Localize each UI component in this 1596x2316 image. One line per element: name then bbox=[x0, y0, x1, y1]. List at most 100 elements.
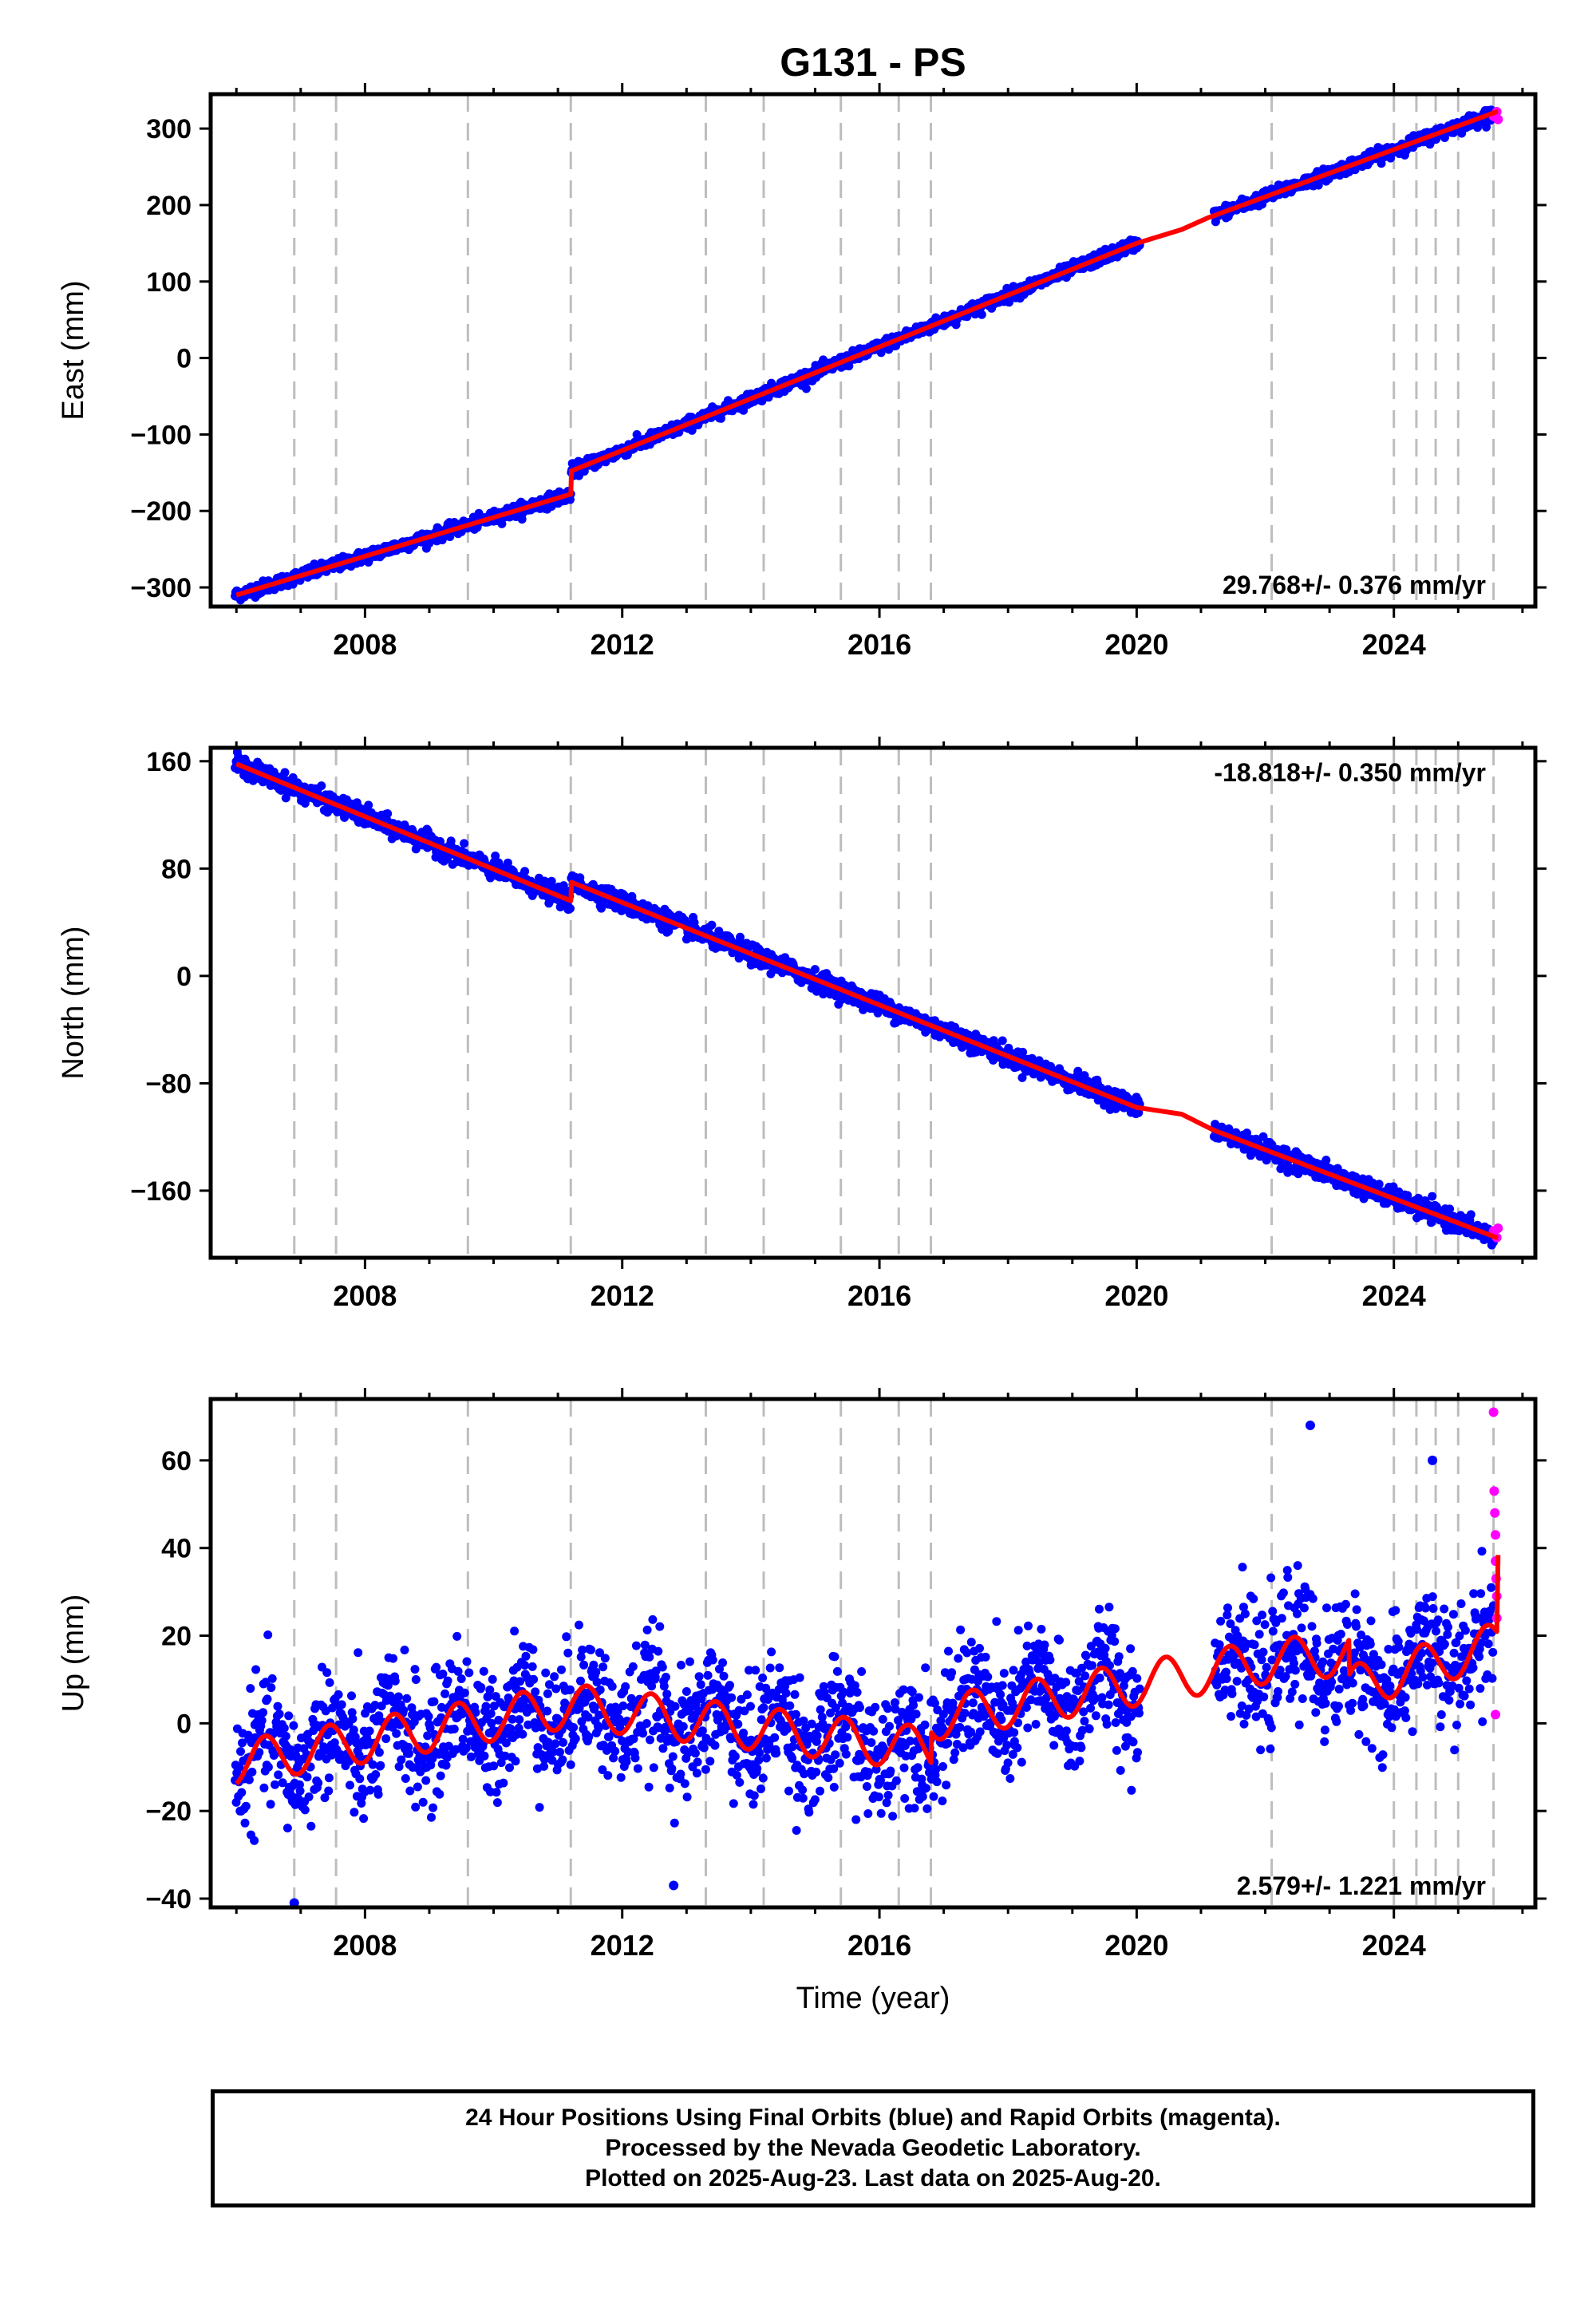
final-orbit-point bbox=[429, 1803, 438, 1812]
final-orbit-point bbox=[421, 1776, 431, 1785]
final-orbit-point bbox=[251, 1665, 261, 1674]
final-orbit-point bbox=[460, 839, 469, 848]
final-orbit-point bbox=[401, 1774, 410, 1783]
velocity-annotation: 29.768+/- 0.376 mm/yr bbox=[1223, 571, 1486, 599]
final-orbit-point bbox=[348, 1714, 358, 1724]
final-orbit-point bbox=[566, 903, 575, 913]
final-orbit-point bbox=[325, 1678, 334, 1687]
final-orbit-point bbox=[449, 1725, 459, 1733]
final-orbit-point bbox=[460, 1688, 469, 1697]
rapid-orbit-point bbox=[1493, 114, 1503, 124]
y-tick-label: −100 bbox=[130, 420, 192, 450]
final-orbit-point bbox=[274, 1770, 283, 1780]
y-tick-label: −200 bbox=[130, 496, 192, 527]
final-orbit-point bbox=[383, 809, 393, 818]
final-orbit-point bbox=[462, 1657, 472, 1666]
final-orbit-point bbox=[1466, 1210, 1476, 1219]
x-tick-label: 2016 bbox=[847, 1279, 911, 1312]
final-orbit-point bbox=[346, 1780, 354, 1790]
final-orbit-point bbox=[240, 1818, 250, 1828]
final-orbit-point bbox=[810, 965, 820, 974]
x-tick-label: 2012 bbox=[591, 628, 654, 661]
final-orbit-point bbox=[324, 1786, 334, 1796]
final-orbit-point bbox=[304, 1792, 314, 1801]
final-orbit-point bbox=[359, 1814, 369, 1824]
x-tick-label: 2008 bbox=[333, 1279, 397, 1312]
rapid-orbit-point bbox=[1493, 1223, 1503, 1234]
final-orbit-point bbox=[389, 1654, 398, 1663]
y-tick-label: 200 bbox=[146, 191, 192, 221]
final-orbit-point bbox=[334, 1690, 343, 1699]
final-orbit-point bbox=[452, 1631, 462, 1641]
final-orbit-point bbox=[355, 1774, 365, 1784]
final-orbit-point bbox=[435, 1789, 444, 1799]
final-orbit-point bbox=[405, 1786, 415, 1796]
final-orbit-point bbox=[324, 1773, 334, 1783]
final-orbit-point bbox=[479, 1666, 488, 1676]
final-orbit-point bbox=[413, 1782, 422, 1792]
final-orbit-point bbox=[411, 1802, 421, 1812]
final-orbit-point bbox=[998, 1036, 1007, 1045]
x-tick-label: 2020 bbox=[1104, 628, 1168, 661]
final-orbit-point bbox=[977, 310, 986, 319]
final-orbit-point bbox=[1428, 1192, 1437, 1201]
final-orbit-point bbox=[354, 1648, 363, 1658]
final-orbit-point bbox=[441, 1761, 451, 1770]
final-orbit-point bbox=[289, 1721, 298, 1730]
final-orbit-point bbox=[365, 1785, 375, 1795]
y-tick-label: 0 bbox=[176, 962, 192, 992]
final-orbit-point bbox=[410, 1665, 420, 1674]
final-orbit-point bbox=[365, 1726, 374, 1736]
final-orbit-point bbox=[1374, 1180, 1384, 1189]
x-tick-label: 2012 bbox=[591, 1279, 654, 1312]
final-orbit-point bbox=[244, 1775, 254, 1784]
final-orbit-point bbox=[476, 1682, 486, 1692]
final-orbit-point bbox=[263, 1762, 273, 1772]
final-orbit-point bbox=[458, 1734, 468, 1744]
y-tick-label: 0 bbox=[176, 344, 192, 374]
final-orbit-point bbox=[263, 1694, 272, 1704]
final-orbit-point bbox=[271, 1780, 280, 1789]
final-orbit-point bbox=[337, 1700, 346, 1709]
y-tick-label: 160 bbox=[146, 747, 192, 777]
final-orbit-point bbox=[250, 1836, 259, 1845]
y-tick-label: −160 bbox=[130, 1176, 192, 1207]
final-orbit-point bbox=[317, 781, 326, 791]
final-orbit-point bbox=[280, 768, 290, 777]
y-tick-label: 300 bbox=[146, 114, 192, 144]
final-orbit-point bbox=[497, 519, 507, 528]
final-orbit-point bbox=[306, 1821, 316, 1831]
final-orbit-point bbox=[350, 1808, 359, 1817]
final-orbit-point bbox=[247, 1767, 257, 1777]
final-orbit-point bbox=[440, 1689, 450, 1698]
y-axis-label: East (mm) bbox=[57, 280, 90, 420]
final-orbit-point bbox=[456, 1674, 466, 1683]
final-orbit-point bbox=[464, 1668, 474, 1678]
y-tick-label: −80 bbox=[145, 1069, 192, 1099]
x-tick-label: 2024 bbox=[1362, 1279, 1426, 1312]
final-orbit-point bbox=[707, 920, 717, 930]
final-orbit-point bbox=[436, 1771, 445, 1780]
final-orbit-point bbox=[275, 1709, 284, 1719]
velocity-annotation: -18.818+/- 0.350 mm/yr bbox=[1214, 758, 1486, 787]
final-orbit-point bbox=[236, 1747, 245, 1757]
final-orbit-point bbox=[267, 1674, 277, 1683]
y-tick-label: 100 bbox=[146, 267, 192, 298]
final-orbit-point bbox=[237, 1788, 247, 1797]
final-orbit-point bbox=[390, 1676, 400, 1686]
final-orbit-point bbox=[520, 867, 530, 876]
final-orbit-point bbox=[481, 1701, 491, 1711]
final-orbit-point bbox=[300, 1805, 310, 1815]
final-orbit-point bbox=[393, 1692, 403, 1701]
final-orbit-point bbox=[374, 1748, 384, 1757]
final-orbit-point bbox=[432, 1662, 441, 1672]
final-orbit-point bbox=[480, 1751, 489, 1761]
final-orbit-point bbox=[282, 1824, 292, 1833]
final-orbit-point bbox=[257, 1716, 267, 1725]
final-orbit-point bbox=[429, 1697, 439, 1706]
final-orbit-point bbox=[400, 1646, 409, 1654]
final-orbit-point bbox=[418, 1797, 428, 1807]
